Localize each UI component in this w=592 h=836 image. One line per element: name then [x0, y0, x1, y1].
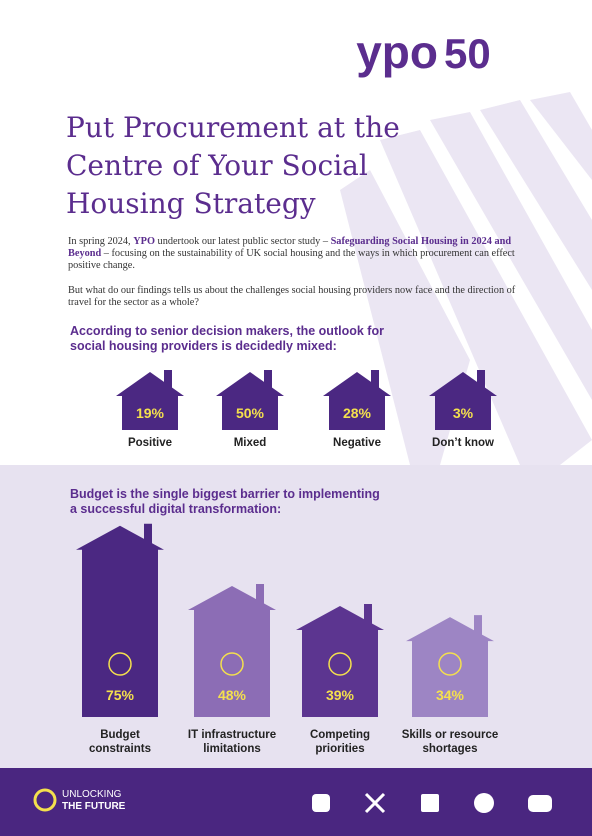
x-icon[interactable] — [364, 792, 386, 814]
linkedin-icon[interactable] — [421, 794, 439, 812]
category-label: limitations — [203, 743, 261, 755]
bar — [296, 604, 384, 717]
outlook-house — [116, 370, 184, 430]
question: But what do our findings tells us about … — [68, 285, 516, 308]
category-label: Competing — [310, 729, 370, 741]
outlook-category: Don’t know — [432, 437, 494, 449]
pinterest-icon[interactable] — [474, 793, 494, 813]
text: – focusing on the sustainability of UK s… — [68, 248, 515, 271]
bar — [76, 523, 164, 717]
value-label: 48% — [218, 687, 247, 703]
value-label: 34% — [436, 687, 465, 703]
bar — [188, 583, 276, 717]
category-label: shortages — [423, 743, 478, 755]
outlook-category: Positive — [128, 437, 172, 449]
tagline: THE FUTURE — [62, 801, 126, 812]
outlook-category: Negative — [333, 437, 381, 449]
outlook-category: Mixed — [234, 437, 267, 449]
intro: In spring 2024, YPO undertook our latest… — [68, 236, 518, 272]
social-icons — [312, 792, 552, 814]
value-label: 75% — [106, 687, 135, 703]
outlook-value: 19% — [136, 405, 165, 421]
icon — [220, 652, 244, 676]
category-label: IT infrastructure — [188, 729, 276, 741]
outlook-house — [429, 370, 497, 430]
outlook-value: 3% — [453, 405, 474, 421]
outlook-value: 28% — [343, 405, 372, 421]
barrier-heading: Budget is the single biggest barrier to … — [70, 487, 380, 501]
barrier-heading: a successful digital transformation: — [70, 502, 281, 516]
tagline-icon — [33, 788, 57, 812]
text: In spring 2024, — [68, 236, 134, 247]
icon — [438, 652, 462, 676]
title-line: Housing Strategy — [66, 187, 316, 220]
category-label: constraints — [89, 743, 151, 755]
tagline: UNLOCKING — [62, 789, 122, 800]
text: YPO — [133, 236, 155, 247]
category-label: Budget — [100, 729, 140, 741]
icon — [328, 652, 352, 676]
outlook-heading: social housing providers is decidedly mi… — [70, 339, 337, 353]
title-line: Put Procurement at the — [66, 111, 400, 144]
logo-brand: ypo — [356, 26, 438, 78]
value-label: 39% — [326, 687, 355, 703]
outlook-heading: According to senior decision makers, the… — [70, 324, 384, 338]
youtube-icon[interactable] — [528, 795, 552, 812]
outlook-house — [216, 370, 284, 430]
text: Safeguarding Social Housing in 2024 and … — [68, 236, 512, 259]
bar — [406, 615, 494, 717]
category-label: priorities — [315, 743, 364, 755]
icon — [108, 652, 132, 676]
title-line: Centre of Your Social — [66, 149, 368, 182]
category-label: Skills or resource — [402, 729, 499, 741]
facebook-icon[interactable] — [312, 794, 330, 812]
logo-years: 50 — [444, 30, 491, 77]
text: undertook our latest public sector study… — [154, 236, 331, 247]
outlook-value: 50% — [236, 405, 265, 421]
outlook-house — [323, 370, 391, 430]
